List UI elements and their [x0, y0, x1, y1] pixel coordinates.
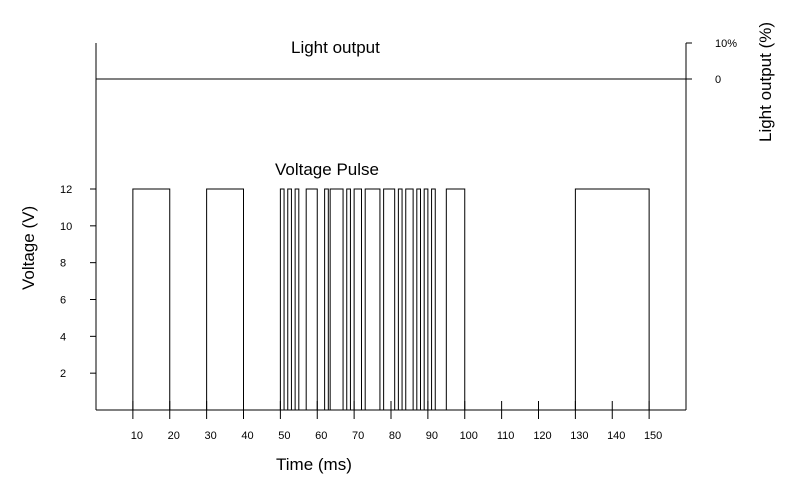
axes-frame — [95, 43, 687, 411]
voltage-pulse-14 — [405, 188, 414, 410]
x-axis-title: Time (ms) — [276, 455, 352, 474]
voltage-pulse-series — [132, 188, 650, 410]
x-tick-label-60: 60 — [315, 430, 327, 442]
voltage-pulse-5 — [294, 188, 300, 410]
x-tick-label-20: 20 — [168, 430, 180, 442]
x-tick-label-80: 80 — [389, 430, 401, 442]
y-axis-left-title: Voltage (V) — [19, 206, 38, 290]
voltage-pulse-3 — [279, 188, 285, 410]
x-tick-label-130: 130 — [570, 430, 588, 442]
y-axis-ticks: 2 4 6 8 10 12 — [60, 184, 96, 380]
light-tick-label-zero: 0 — [715, 74, 721, 86]
y-tick-label-8: 8 — [60, 258, 66, 270]
x-tick-label-120: 120 — [533, 430, 551, 442]
x-tick-label-150: 150 — [644, 430, 662, 442]
x-axis-ticks: 10 20 30 40 50 60 70 80 90 100 110 120 130 140 150 — [131, 401, 662, 442]
x-tick-label-70: 70 — [352, 430, 364, 442]
voltage-pulse-18 — [445, 188, 466, 410]
light-output-axis: 10% 0 — [686, 38, 737, 86]
x-tick-label-10: 10 — [131, 430, 143, 442]
voltage-pulse-label: Voltage Pulse — [275, 160, 379, 179]
voltage-pulse-19 — [574, 188, 650, 410]
voltage-pulse-17 — [431, 188, 436, 410]
voltage-pulse-7 — [324, 188, 329, 410]
voltage-pulse-8 — [329, 188, 344, 410]
voltage-pulse-9 — [346, 188, 351, 410]
voltage-pulse-15 — [416, 188, 421, 410]
voltage-pulse-6 — [305, 188, 318, 410]
voltage-pulse-13 — [397, 188, 403, 410]
x-tick-label-140: 140 — [607, 430, 625, 442]
x-tick-label-50: 50 — [278, 430, 290, 442]
voltage-pulse-11 — [364, 188, 381, 410]
x-tick-label-40: 40 — [241, 430, 253, 442]
y-axis-right-title: Light output (%) — [756, 22, 775, 142]
voltage-pulse-10 — [353, 188, 362, 410]
x-tick-label-90: 90 — [426, 430, 438, 442]
x-tick-label-30: 30 — [205, 430, 217, 442]
y-tick-label-10: 10 — [60, 221, 72, 233]
light-output-label: Light output — [291, 38, 380, 57]
y-tick-label-2: 2 — [60, 368, 66, 380]
y-tick-label-4: 4 — [60, 331, 66, 343]
y-tick-label-6: 6 — [60, 295, 66, 307]
y-tick-label-12: 12 — [60, 184, 72, 196]
voltage-pulse-2 — [206, 188, 244, 410]
light-tick-label-top: 10% — [715, 38, 737, 50]
voltage-pulse-4 — [287, 188, 292, 410]
x-tick-label-100: 100 — [460, 430, 478, 442]
voltage-pulse-1 — [132, 188, 171, 410]
voltage-pulse-12 — [383, 188, 396, 410]
x-tick-label-110: 110 — [497, 430, 515, 442]
voltage-pulse-16 — [423, 188, 429, 410]
